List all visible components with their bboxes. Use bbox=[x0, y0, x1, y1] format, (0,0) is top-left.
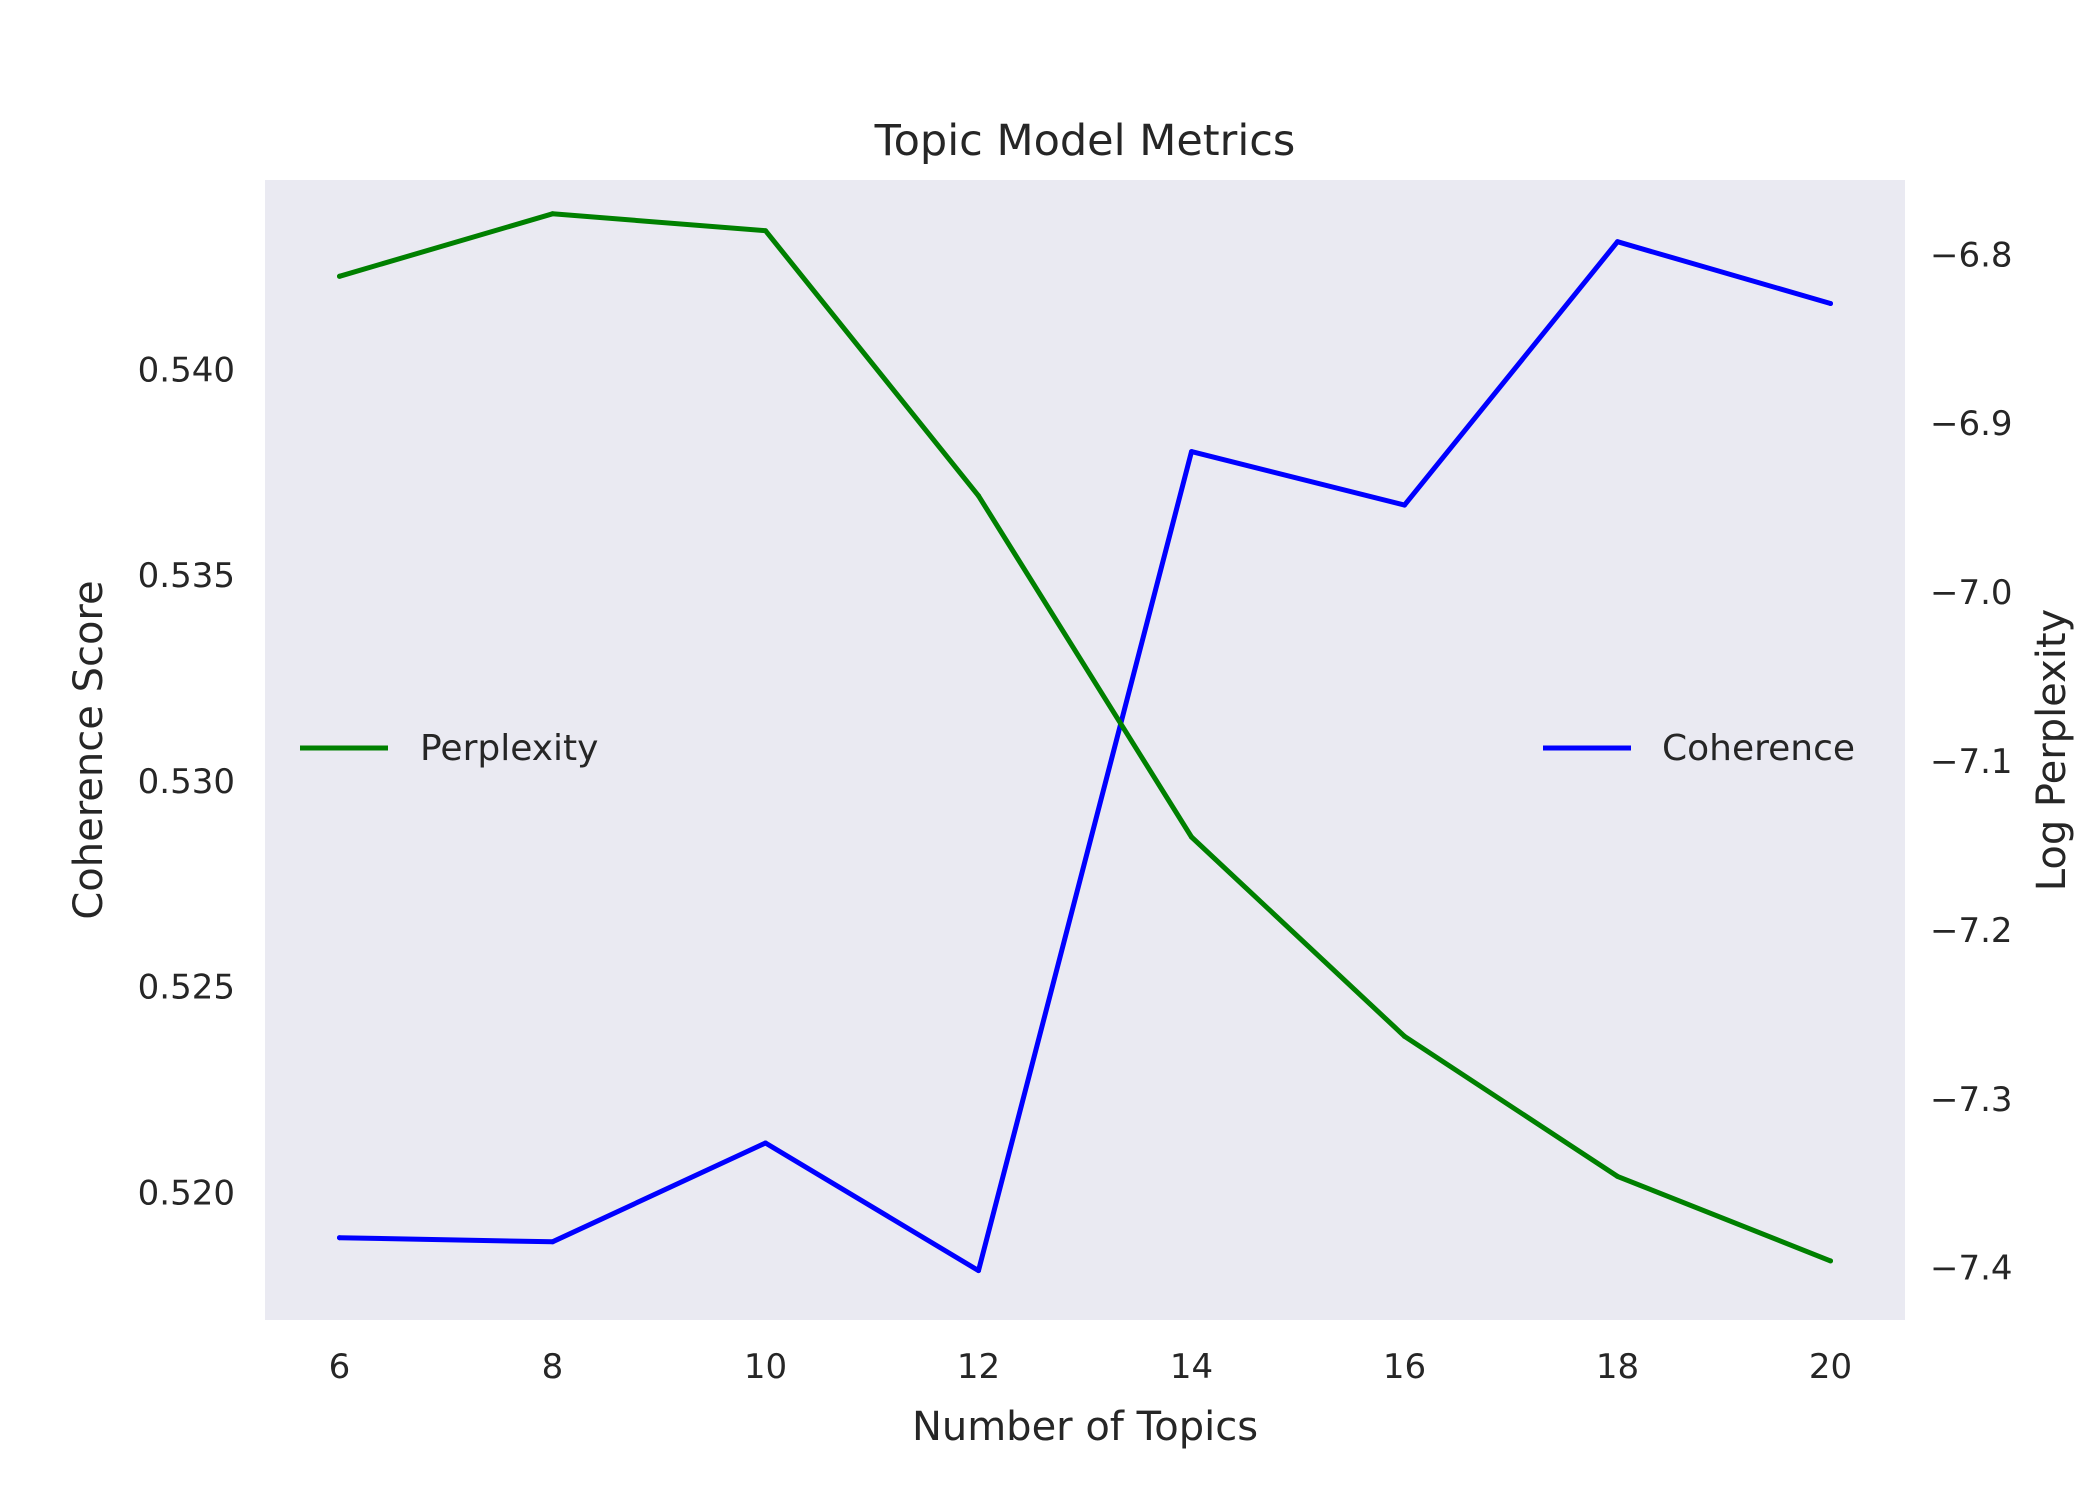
right-y-axis-title: Log Perplexity bbox=[2029, 609, 2075, 891]
x-axis-title: Number of Topics bbox=[912, 1404, 1258, 1450]
left-y-axis-title: Coherence Score bbox=[66, 580, 112, 919]
series-point-coherence bbox=[337, 1235, 342, 1241]
right-y-tick-label: −7.0 bbox=[1930, 573, 2013, 613]
chart-title: Topic Model Metrics bbox=[874, 116, 1296, 166]
series-line-perplexity bbox=[337, 211, 1833, 1264]
series-point-coherence bbox=[550, 1239, 555, 1245]
series-point-coherence bbox=[1828, 301, 1833, 306]
right-y-axis-ticks: −7.4 −7.3 −7.2 −7.1 −7.0 −6.9 −6.8 bbox=[1930, 235, 2013, 1288]
legend-perplexity: Perplexity bbox=[300, 728, 598, 769]
legend-perplexity-label: Perplexity bbox=[420, 728, 598, 769]
series-point-perplexity bbox=[763, 228, 768, 234]
series-point-coherence bbox=[1402, 502, 1407, 508]
x-tick-label: 18 bbox=[1596, 1347, 1639, 1387]
series-point-perplexity bbox=[1615, 1173, 1620, 1179]
x-tick-label: 20 bbox=[1809, 1347, 1852, 1387]
left-y-axis-ticks: 0.520 0.525 0.530 0.535 0.540 bbox=[138, 350, 235, 1213]
series-line-coherence bbox=[337, 239, 1833, 1274]
series-point-perplexity bbox=[976, 493, 981, 499]
right-y-tick-label: −6.9 bbox=[1930, 404, 2013, 444]
series-point-perplexity bbox=[550, 211, 555, 217]
x-tick-label: 14 bbox=[1170, 1347, 1213, 1387]
plot-area-background bbox=[265, 180, 1905, 1320]
series-point-perplexity bbox=[1828, 1258, 1833, 1264]
series-point-coherence bbox=[1189, 449, 1194, 455]
series-point-coherence bbox=[763, 1140, 768, 1146]
left-y-tick-label: 0.535 bbox=[138, 556, 235, 596]
x-tick-label: 10 bbox=[744, 1347, 787, 1387]
x-tick-label: 6 bbox=[329, 1347, 351, 1387]
series-point-perplexity bbox=[1402, 1033, 1407, 1039]
left-y-tick-label: 0.530 bbox=[138, 762, 235, 802]
left-y-tick-label: 0.525 bbox=[138, 968, 235, 1008]
series-point-perplexity bbox=[1189, 834, 1194, 840]
series-layer bbox=[337, 211, 1833, 1274]
x-tick-label: 16 bbox=[1383, 1347, 1426, 1387]
series-point-perplexity bbox=[337, 273, 342, 279]
series-point-coherence bbox=[976, 1268, 981, 1274]
x-tick-label: 8 bbox=[542, 1347, 564, 1387]
right-y-tick-label: −7.1 bbox=[1930, 742, 2013, 782]
x-axis-ticks: 6 8 10 12 14 16 18 20 bbox=[329, 1347, 1852, 1387]
series-point-coherence bbox=[1615, 239, 1620, 245]
right-y-tick-label: −7.2 bbox=[1930, 911, 2013, 951]
right-y-tick-label: −7.3 bbox=[1930, 1080, 2013, 1120]
x-tick-label: 12 bbox=[957, 1347, 1000, 1387]
legend-coherence-label: Coherence bbox=[1662, 728, 1855, 769]
legend-coherence: Coherence bbox=[1543, 728, 1855, 769]
right-y-tick-label: −6.8 bbox=[1930, 235, 2013, 275]
left-y-tick-label: 0.540 bbox=[138, 350, 235, 390]
right-y-tick-label: −7.4 bbox=[1930, 1249, 2013, 1289]
left-y-tick-label: 0.520 bbox=[138, 1173, 235, 1213]
